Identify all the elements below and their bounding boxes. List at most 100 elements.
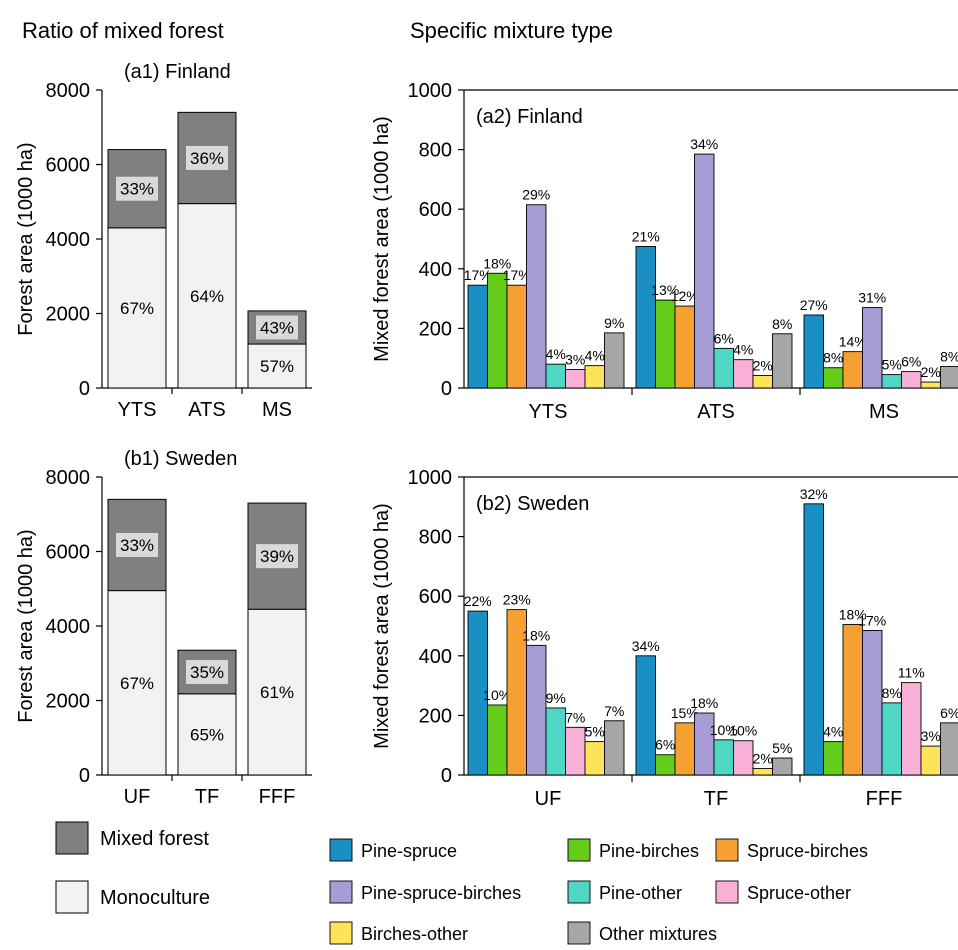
chart2-data-label: 13% [651,282,679,298]
chart4-data-label: 5% [585,724,605,740]
chart2-data-label: 6% [714,330,734,346]
chart4-y-tick-label: 1000 [408,467,453,489]
chart4-data-label: 18% [839,607,867,623]
chart2-data-label: 31% [858,290,886,306]
legend-swatch-pine-birches [567,838,591,862]
chart4-data-label: 5% [772,740,792,756]
chart2-data-label: 29% [522,187,550,203]
chart2-bar-pine-birches [487,272,508,389]
header-ratio: Ratio of mixed forest [22,18,224,43]
chart2-data-label: 34% [690,136,718,152]
chart4-bar-birches-other [752,767,773,776]
chart1-y-tick-label: 8000 [46,80,91,102]
chart1-bar-monoculture [107,227,167,389]
chart2-data-label: 3% [565,352,585,368]
legend-label-spruce-other: Spruce-other [747,883,851,903]
chart2-x-tick-label: MS [869,401,899,423]
chart2-bar-pine-other [881,374,902,389]
chart4-bar-pine-other [881,702,902,776]
chart3-y-tick-label: 2000 [46,691,91,713]
chart1-x-tick-label: MS [262,399,292,421]
chart4-data-label: 32% [800,486,828,502]
chart1-x-tick-label: ATS [188,399,225,421]
chart3-x-tick-label: FFF [259,786,296,808]
chart4-bar-spruce-other [901,682,922,776]
chart2-bar-spruce-birches [506,284,527,389]
chart2-data-label: 4% [546,346,566,362]
chart2-y-tick-label: 400 [419,259,452,281]
chart2-data-label: 4% [585,348,605,364]
legend-swatch-pine-spruce [329,838,353,862]
chart2-data-label: 6% [901,354,921,370]
chart4-bar-pine-birches [487,704,508,776]
chart3-mixed-label-box [256,544,298,569]
chart4-data-label: 4% [823,724,843,740]
chart4-y-tick-label: 0 [441,765,452,787]
chart4-bar-pine-spruce-birches [862,630,883,776]
chart1-mixed-label: 33% [120,180,154,199]
chart2-y-tick-label: 800 [419,140,452,162]
chart3-mixed-label-box [116,532,158,557]
chart4-x-tick-label: FFF [866,788,903,810]
chart2-bar-pine-other [713,347,734,389]
legend-swatch-birches-other [329,921,353,945]
legend-label-birches-other: Birches-other [361,924,468,944]
chart1-mixed-label: 36% [190,149,224,168]
chart4-data-label: 7% [604,703,624,719]
legend-swatch-other-mixtures [567,921,591,945]
chart4-bar-spruce-other [733,740,754,776]
chart3-y-tick-label: 0 [79,765,90,787]
chart2-bar-spruce-birches [842,351,863,389]
chart3-bar-monoculture [107,590,167,776]
chart4-data-label: 9% [546,690,566,706]
legend-label-mixed-forest: Mixed forest [100,828,209,850]
chart2-data-label: 17% [503,267,531,283]
chart4-bar-pine-birches [823,741,844,776]
legend-label-pine-birches: Pine-birches [599,841,699,861]
chart2-data-label: 9% [604,315,624,331]
chart3-x-tick-label: TF [195,786,219,808]
chart4-data-label: 34% [632,638,660,654]
chart3-mono-label: 61% [260,683,294,702]
chart4-data-label: 10% [710,722,738,738]
chart2-data-label: 2% [921,364,941,380]
chart1-mono-label: 57% [260,357,294,376]
chart2-bar-pine-spruce-birches [694,153,715,389]
chart2-bar-spruce-other [901,371,922,389]
chart4-bar-pine-birches [655,754,676,776]
chart4-bar-pine-spruce [803,503,824,776]
chart3-x-tick-label: UF [124,786,151,808]
legend-label-pine-other: Pine-other [599,883,682,903]
legend-label-spruce-birches: Spruce-birches [747,841,868,861]
chart4-y-tick-label: 600 [419,586,452,608]
chart1-title: (a1) Finland [124,61,231,83]
chart2-x-tick-label: ATS [697,401,734,423]
header-mixture: Specific mixture type [410,18,613,43]
chart4-bar-spruce-birches [674,722,695,776]
chart3-mixed-label: 33% [120,536,154,555]
chart2-bar-pine-birches [655,299,676,389]
chart4-data-label: 3% [921,728,941,744]
chart3-mixed-label-box [186,660,228,685]
chart2-bar-other-mixtures [604,332,625,389]
chart2-bar-spruce-birches [674,305,695,389]
chart2-bar-birches-other [752,375,773,389]
chart2-bar-pine-spruce [635,245,656,389]
chart2-y-tick-label: 200 [419,318,452,340]
chart1-bar-monoculture [247,343,307,389]
chart2-title: (a2) Finland [476,106,583,128]
chart2-bar-pine-other [545,363,566,389]
chart1-mixed-label: 43% [260,318,294,337]
chart4-y-tick-label: 200 [419,705,452,727]
chart2-bar-pine-birches [823,367,844,389]
chart2-data-label: 21% [632,228,660,244]
chart2-data-label: 8% [772,316,792,332]
chart4-x-tick-label: UF [535,788,562,810]
chart4-data-label: 7% [565,709,585,725]
chart2-data-label: 17% [464,267,492,283]
chart2-data-label: 14% [839,334,867,350]
chart1-mono-label: 67% [120,299,154,318]
chart4-data-label: 6% [940,705,958,721]
chart3-bar-monoculture [247,608,307,776]
chart2-y-label: Mixed forest area (1000 ha) [371,116,393,362]
